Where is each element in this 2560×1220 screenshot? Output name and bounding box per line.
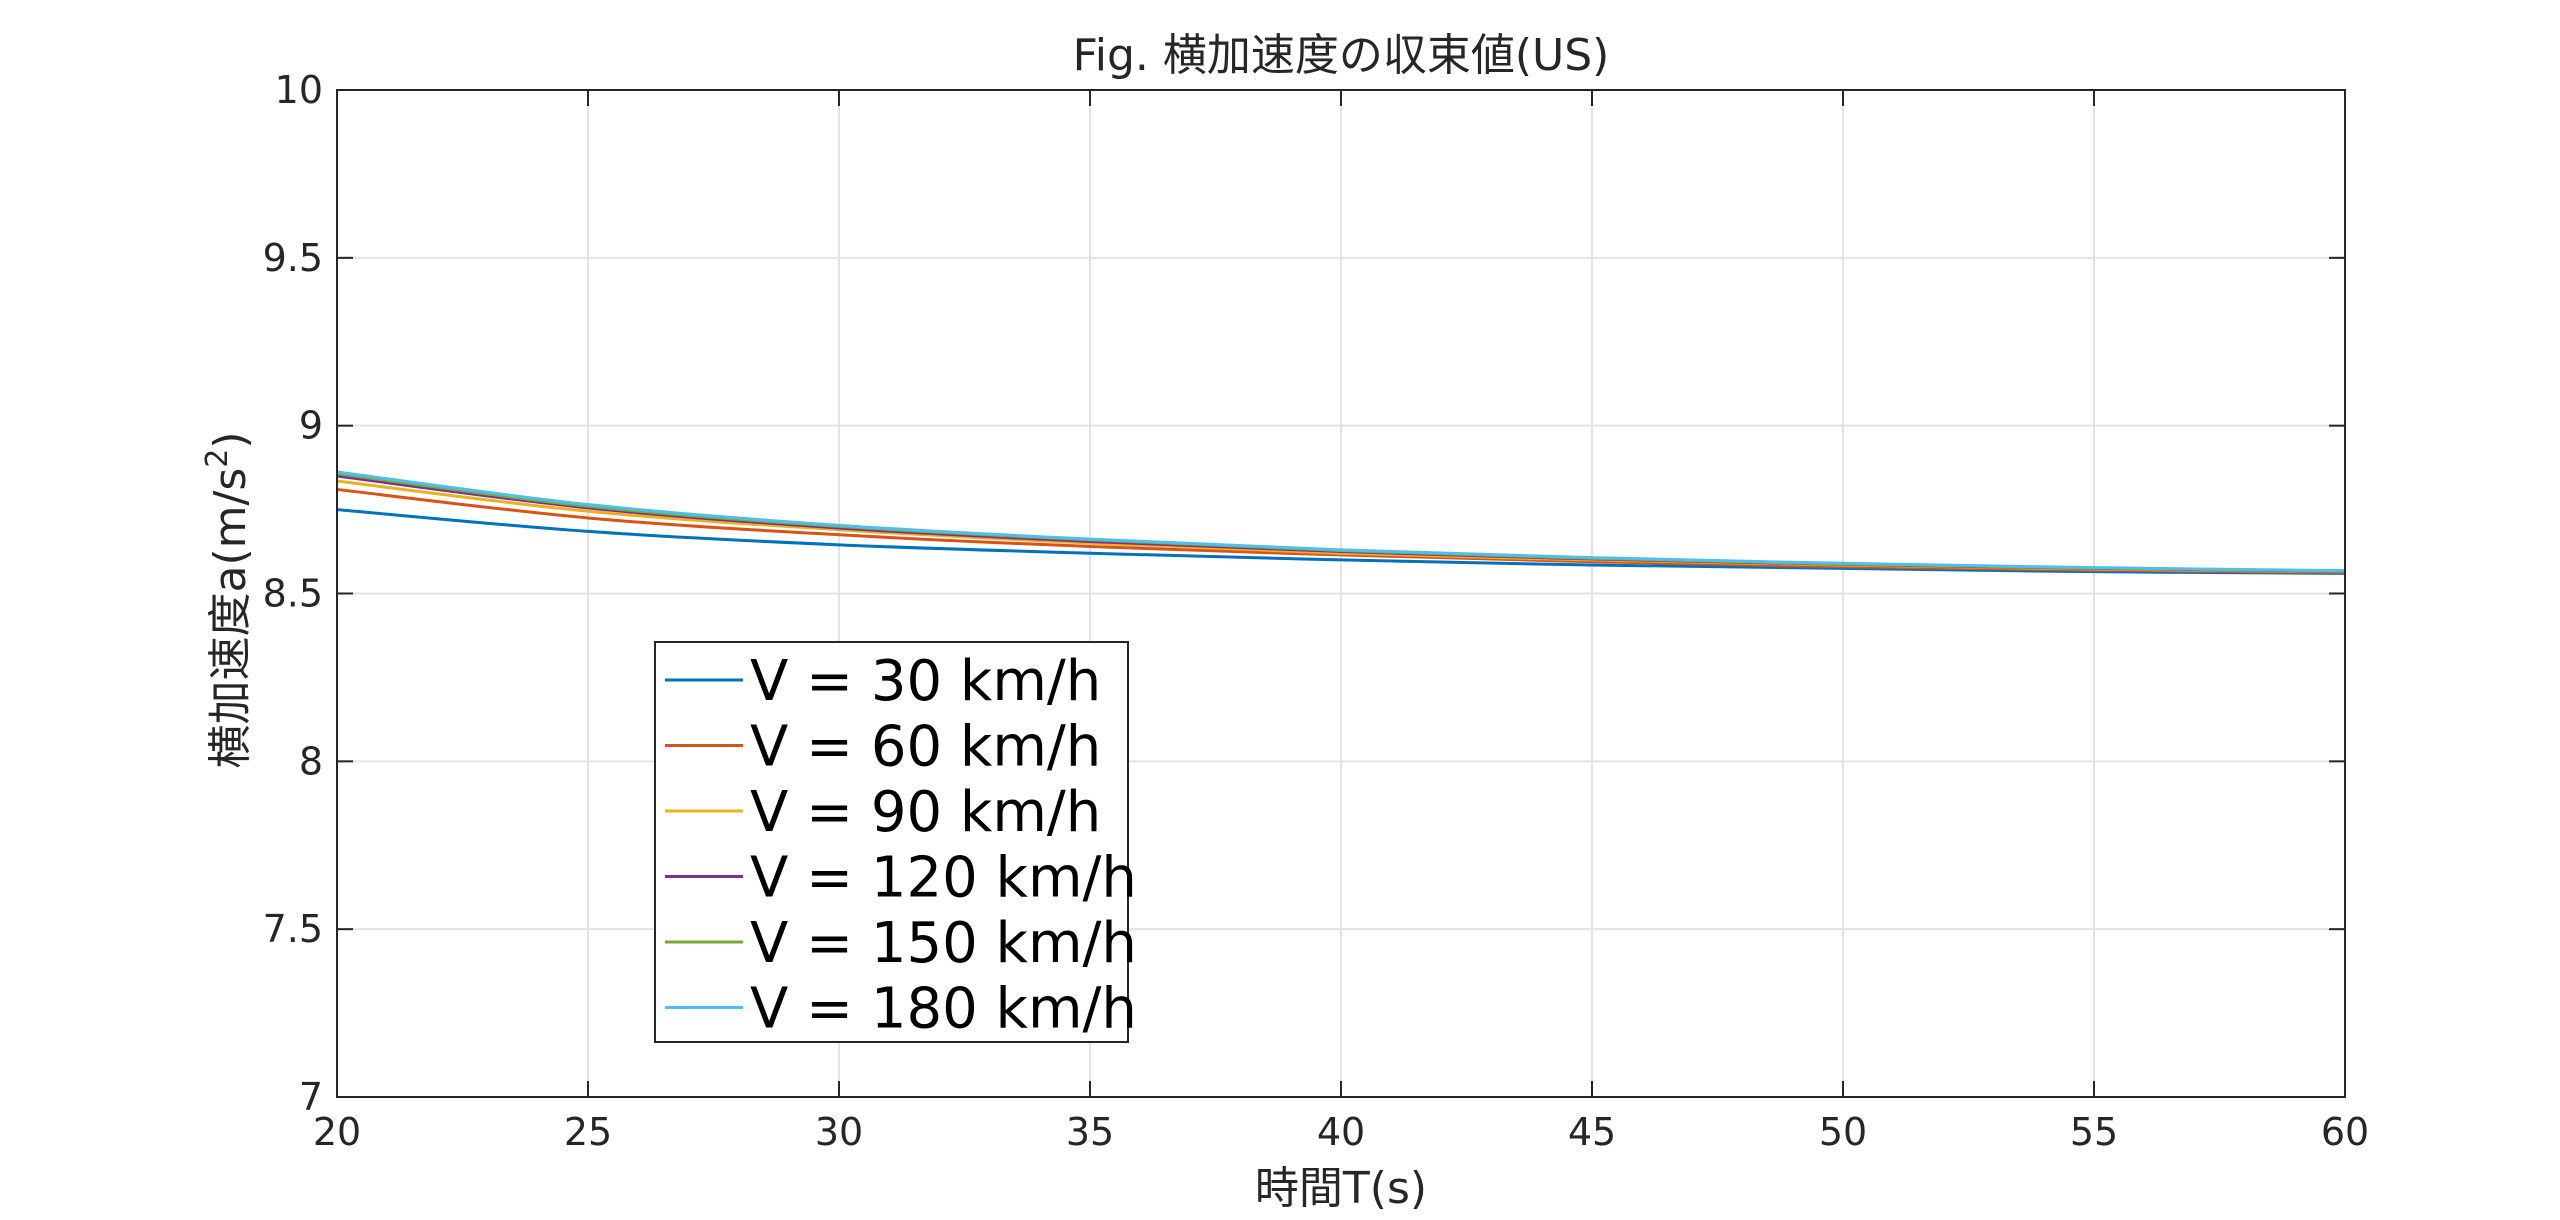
y-tick-label: 8	[299, 739, 323, 783]
y-tick-label: 7	[299, 1075, 323, 1119]
y-tick-label: 9.5	[263, 236, 323, 280]
x-tick-labels: 20 25 30 35 40 45 50 55 60	[313, 1110, 2369, 1154]
legend-label: V = 150 km/h	[750, 911, 1137, 976]
x-tick-label: 40	[1317, 1110, 1365, 1154]
legend-label: V = 60 km/h	[750, 715, 1101, 780]
x-tick-label: 55	[2070, 1110, 2118, 1154]
y-tick-label: 7.5	[263, 907, 323, 951]
y-tick-label: 10	[275, 68, 323, 112]
legend-label: V = 90 km/h	[750, 780, 1101, 845]
axis-ticks	[336, 89, 2346, 1098]
y-axis-title: 横加速度a(m/s2)	[200, 431, 256, 768]
x-tick-label: 20	[313, 1110, 361, 1154]
chart-title: Fig. 横加速度の収束値(US)	[1073, 30, 1610, 81]
y-axis-title-superscript: 2	[200, 449, 235, 468]
series-line-6	[336, 470, 2346, 573]
legend-label: V = 120 km/h	[750, 846, 1137, 911]
legend: V = 30 km/hV = 60 km/hV = 90 km/hV = 120…	[654, 641, 1137, 1043]
x-tick-label: 50	[1819, 1110, 1867, 1154]
y-tick-labels: 7 7.5 8 8.5 9 9.5 10	[263, 68, 323, 1119]
x-tick-label: 60	[2321, 1110, 2369, 1154]
x-axis-title: 時間T(s)	[1255, 1163, 1427, 1214]
x-tick-label: 25	[564, 1110, 612, 1154]
y-tick-label: 8.5	[263, 572, 323, 616]
legend-box	[654, 641, 1129, 1043]
x-tick-label: 35	[1066, 1110, 1114, 1154]
y-axis-title-close: )	[205, 431, 256, 448]
series-lines	[336, 470, 2346, 575]
legend-label: V = 180 km/h	[750, 977, 1137, 1042]
x-tick-label: 45	[1568, 1110, 1616, 1154]
series-line-1	[336, 508, 2346, 575]
legend-label: V = 30 km/h	[750, 649, 1101, 714]
x-tick-label: 30	[815, 1110, 863, 1154]
y-tick-label: 9	[299, 404, 323, 448]
y-axis-title-main: 横加速度a(m/s	[205, 468, 256, 769]
